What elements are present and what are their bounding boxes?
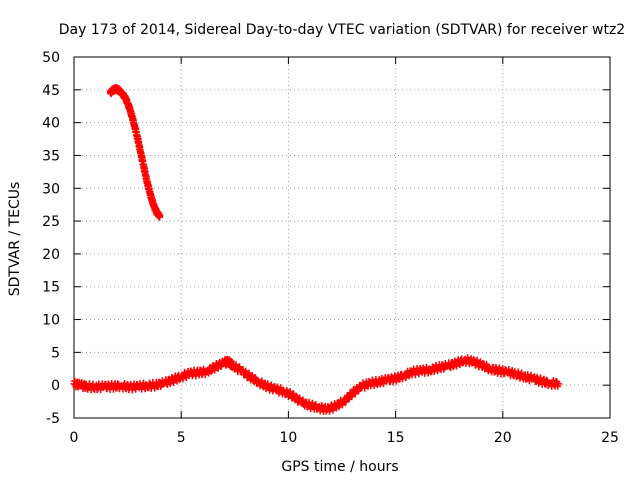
axis-ticks: 0 5 10 15 20 25 -5 0 5 10 15 20 25 30 35 40 45 50 [42,50,619,446]
x-tick-label: 25 [601,430,619,446]
data-point-interp [355,386,363,394]
y-tick-label: 35 [42,148,60,164]
data-point-interp [207,367,215,375]
x-tick-label: 5 [177,430,186,446]
plot-frame [73,56,611,419]
y-tick-label: 40 [42,116,60,132]
x-tick-label: 10 [279,430,297,446]
data-point-interp [248,373,256,381]
y-tick-label: 45 [42,83,60,99]
chart-title: Day 173 of 2014, Sidereal Day-to-day VTE… [59,22,625,38]
y-tick-label: 50 [42,50,60,66]
series-layer [70,84,563,416]
series-1 [106,84,164,221]
x-tick-label: 0 [70,430,79,446]
y-tick-label: -5 [46,411,60,427]
y-axis-label: SDTVAR / TECUs [7,182,23,297]
y-tick-label: 5 [51,345,60,361]
x-axis-label: GPS time / hours [281,459,398,475]
data-point [156,212,164,220]
x-tick-label: 15 [387,430,405,446]
y-tick-label: 0 [51,378,60,394]
grid [74,57,610,418]
y-tick-label: 15 [42,280,60,296]
y-tick-label: 25 [42,214,60,230]
y-tick-label: 20 [42,247,60,263]
series-2 [70,354,563,416]
y-tick-label: 10 [42,313,60,329]
data-point-interp [251,373,259,381]
y-tick-label: 30 [42,181,60,197]
data-point [555,380,563,388]
x-tick-label: 20 [494,430,512,446]
